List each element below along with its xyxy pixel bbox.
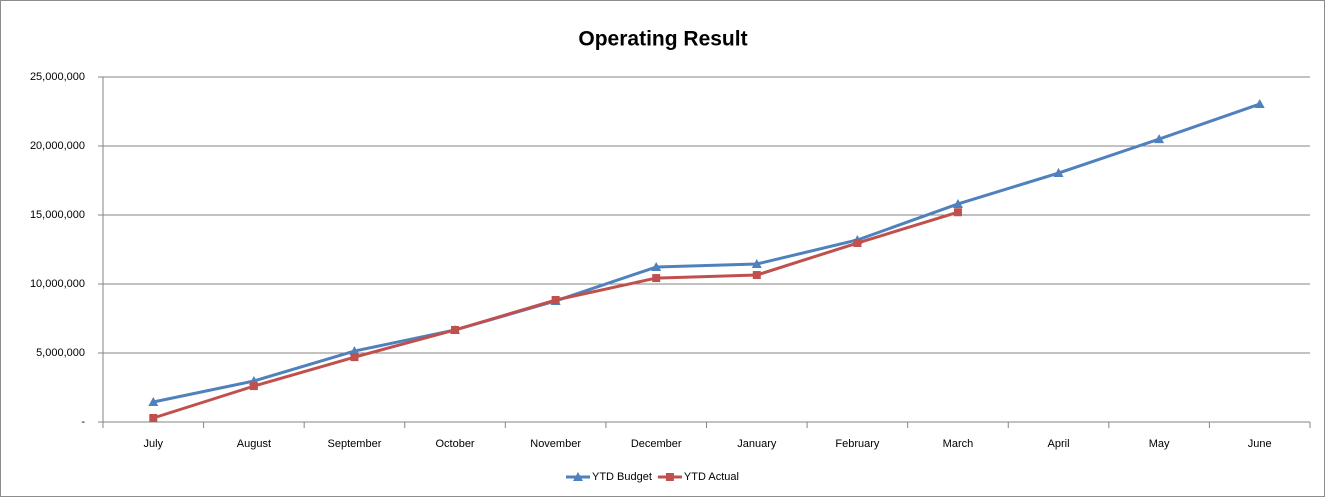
- x-tick-label: July: [144, 438, 164, 450]
- data-point: [651, 262, 662, 272]
- data-point: [952, 198, 963, 208]
- x-tick-label: January: [737, 438, 777, 450]
- legend-label: YTD Budget: [592, 471, 652, 483]
- data-point: [350, 353, 359, 362]
- y-tick-label: 25,000,000: [30, 71, 85, 83]
- legend-label: YTD Actual: [684, 471, 739, 483]
- y-tick-label: 15,000,000: [30, 209, 85, 221]
- y-tick-label: 20,000,000: [30, 140, 85, 152]
- data-point: [1154, 134, 1165, 144]
- x-tick-label: February: [835, 438, 880, 450]
- x-tick-label: September: [328, 438, 382, 450]
- y-tick-label: 10,000,000: [30, 278, 85, 290]
- chart-title: Operating Result: [578, 28, 747, 51]
- x-tick-label: June: [1248, 438, 1272, 450]
- x-tick-label: October: [435, 438, 474, 450]
- x-tick-label: April: [1048, 438, 1070, 450]
- y-tick-label: 5,000,000: [36, 347, 85, 359]
- data-point: [953, 208, 962, 217]
- x-tick-label: November: [530, 438, 581, 450]
- x-tick-label: December: [631, 438, 682, 450]
- data-point: [551, 296, 560, 305]
- data-point: [451, 325, 460, 334]
- data-point: [349, 346, 360, 356]
- legend-marker: [573, 472, 583, 481]
- data-point: [652, 274, 661, 283]
- series-line: [152, 102, 1261, 404]
- data-point: [249, 382, 258, 391]
- x-tick-label: May: [1149, 438, 1170, 450]
- y-tick-label: -: [81, 416, 85, 428]
- data-point: [149, 413, 158, 422]
- x-tick-label: March: [943, 438, 974, 450]
- data-point: [1053, 168, 1064, 178]
- data-point: [752, 271, 761, 280]
- legend-marker: [665, 473, 674, 481]
- data-point: [1254, 99, 1265, 109]
- data-point: [148, 396, 159, 406]
- data-point: [751, 258, 762, 268]
- x-tick-label: August: [237, 438, 271, 450]
- data-point: [853, 239, 862, 248]
